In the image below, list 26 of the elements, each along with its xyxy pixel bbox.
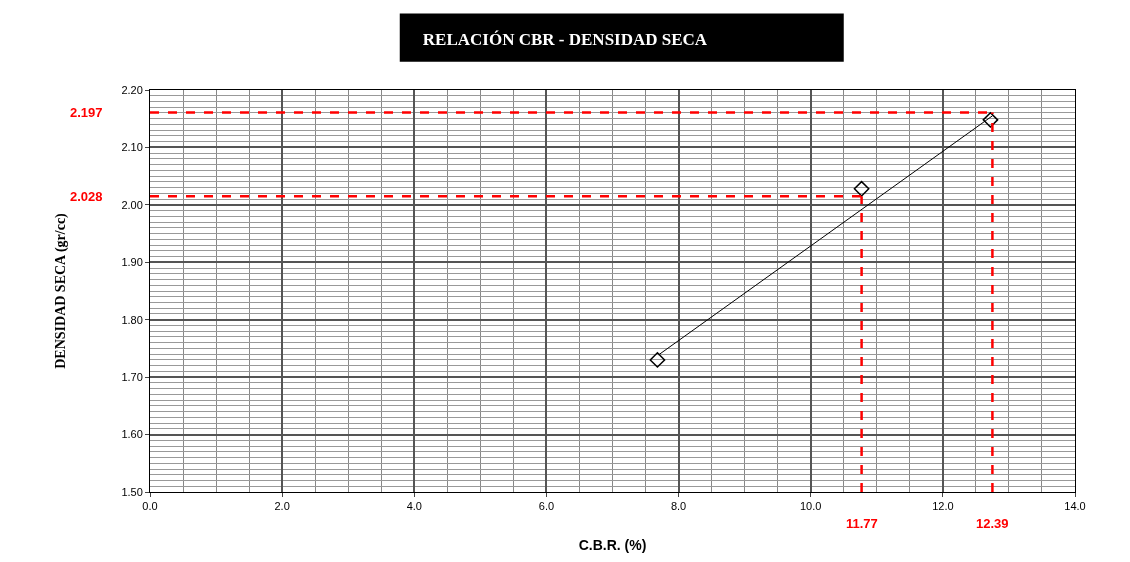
y-tick-label: 2.10 xyxy=(121,141,143,154)
text: 2.197 xyxy=(70,105,103,120)
y-tick-label: 1.70 xyxy=(121,370,143,383)
point xyxy=(853,180,870,197)
y-tick-label: 1.90 xyxy=(121,256,143,269)
x-tick-label: 6.0 xyxy=(538,500,555,513)
point xyxy=(982,111,999,128)
x-tick-label: 12.0 xyxy=(932,500,954,513)
y-tick-label: 1.60 xyxy=(121,428,143,441)
y-tick-label: 1.50 xyxy=(121,485,143,498)
text: 11.77 xyxy=(846,516,878,531)
y-tick-label: 2.00 xyxy=(121,198,143,211)
y-axis-title: DENSIDAD SECA (gr/cc) xyxy=(52,212,69,369)
chart-title: RELACIÓN CBR - DENSIDAD SECA xyxy=(422,30,708,50)
x-tick-label: 0.0 xyxy=(142,500,158,513)
text: 12.39 xyxy=(976,516,1009,531)
y-tick-label: 1.80 xyxy=(121,313,143,326)
point xyxy=(649,352,666,368)
x-tick-label: 8.0 xyxy=(670,500,687,513)
x-axis-title: C.B.R. (%) xyxy=(578,536,647,553)
x-tick-label: 14.0 xyxy=(1064,500,1086,513)
x-tick-label: 4.0 xyxy=(406,500,422,513)
text: 2.028 xyxy=(70,189,103,204)
x-tick-label: 10.0 xyxy=(800,500,822,513)
y-tick-label: 2.20 xyxy=(121,83,143,96)
x-tick-label: 2.0 xyxy=(274,500,290,513)
